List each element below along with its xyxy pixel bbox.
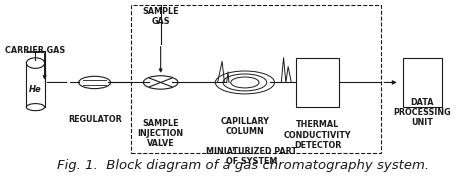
Circle shape: [79, 76, 110, 89]
Text: DATA
PROCESSING
UNIT: DATA PROCESSING UNIT: [393, 98, 451, 127]
Circle shape: [143, 76, 178, 89]
Text: Fig. 1.  Block diagram of a gas chromatography system.: Fig. 1. Block diagram of a gas chromatog…: [56, 159, 428, 172]
Text: SAMPLE
INJECTION
VALVE: SAMPLE INJECTION VALVE: [137, 119, 184, 148]
Bar: [403, 58, 442, 107]
Text: REGULATOR: REGULATOR: [68, 115, 121, 124]
Ellipse shape: [27, 58, 45, 68]
Text: SAMPLE
GAS: SAMPLE GAS: [142, 7, 179, 26]
Text: THERMAL
CONDUCTIVITY
DETECTOR: THERMAL CONDUCTIVITY DETECTOR: [284, 120, 352, 150]
Polygon shape: [27, 63, 45, 107]
Ellipse shape: [27, 104, 45, 111]
Text: CARRIER GAS: CARRIER GAS: [5, 46, 65, 55]
Text: MINIATURIZED PART
OF SYSTEM: MINIATURIZED PART OF SYSTEM: [206, 147, 297, 166]
Text: CAPILLARY
COLUMN: CAPILLARY COLUMN: [220, 117, 269, 136]
Bar: [296, 58, 339, 107]
Text: He: He: [29, 85, 42, 94]
